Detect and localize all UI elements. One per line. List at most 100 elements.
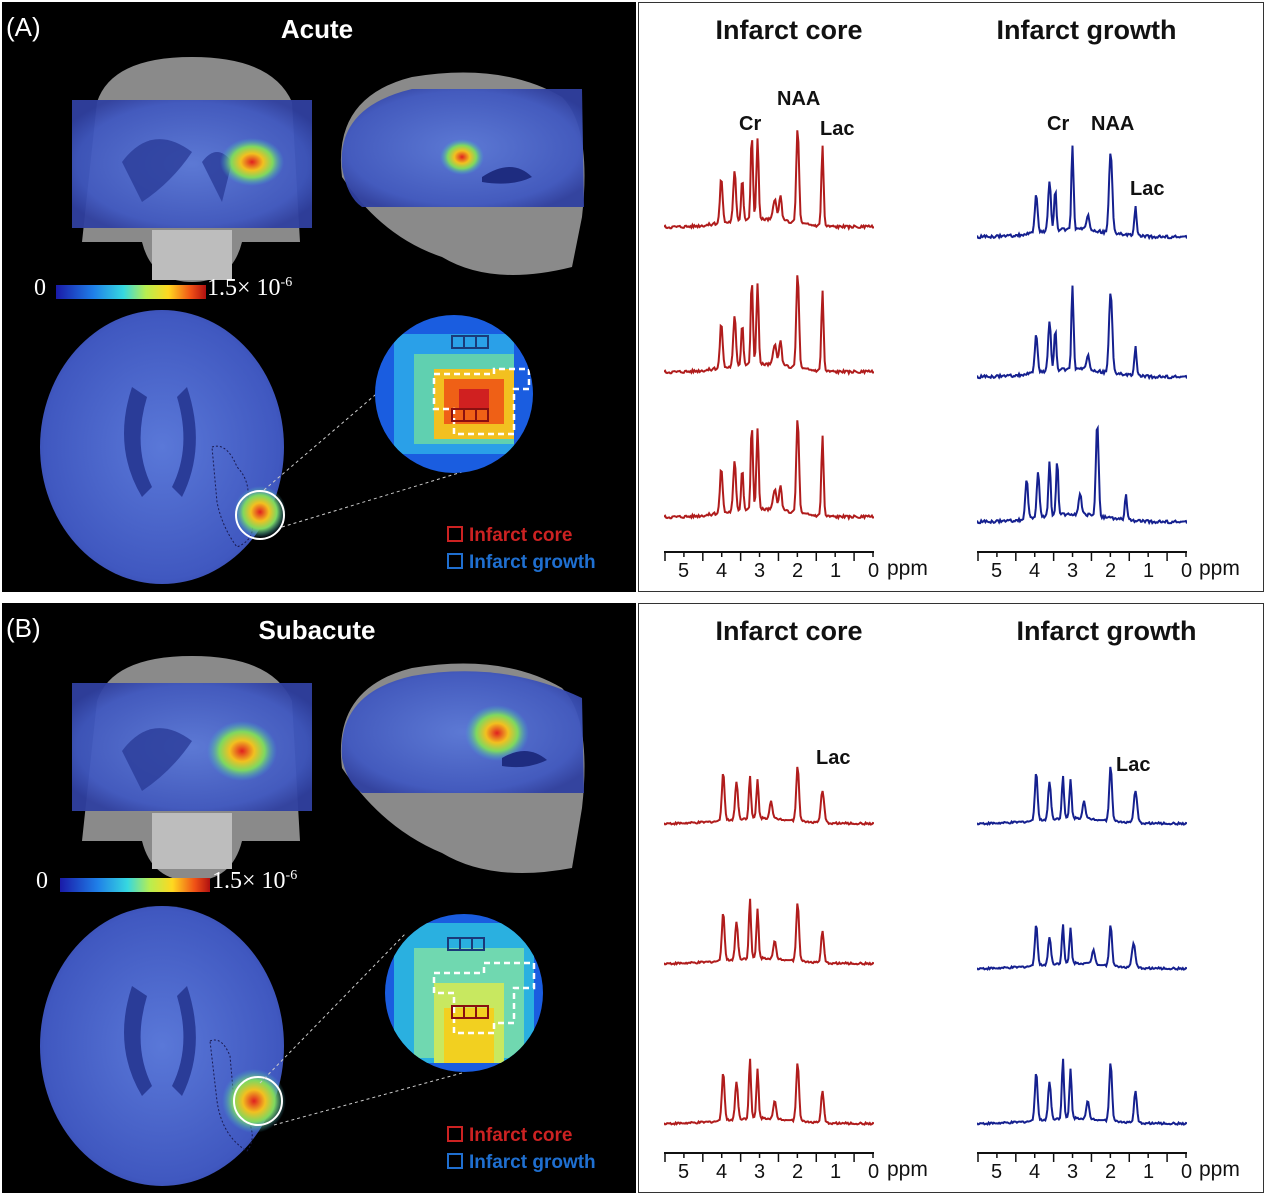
legend-growth-swatch xyxy=(447,553,463,569)
column-title-growth: Infarct growth xyxy=(996,15,1177,45)
ppm-tick-label: 5 xyxy=(678,560,690,582)
spectrum-core-2 xyxy=(664,898,874,966)
ppm-unit-label: ppm xyxy=(887,557,928,580)
coronal-slice-image xyxy=(72,57,312,282)
ppm-tick-label: 2 xyxy=(1105,560,1117,582)
peak-label-lac: Lac xyxy=(820,118,855,140)
spectrum-trace xyxy=(664,898,874,966)
spectrum-growth-2 xyxy=(977,924,1187,971)
panel-label: (B) xyxy=(6,613,41,643)
column-title-core: Infarct core xyxy=(715,616,863,646)
coronal-slice-image xyxy=(72,656,312,881)
spectrum-growth-2 xyxy=(977,285,1187,381)
colorbar xyxy=(60,878,210,892)
spectrum-trace xyxy=(664,275,874,376)
ppm-tick-label: 1 xyxy=(1143,1161,1155,1183)
column-title-core: Infarct core xyxy=(715,15,863,45)
axial-slice-image xyxy=(40,310,286,584)
colorbar-max-label: 1.5× 10-6 xyxy=(212,868,298,894)
ppm-axis-growth xyxy=(977,1152,1187,1162)
ppm-tick-label: 3 xyxy=(1067,560,1079,582)
spectrum-growth-1 xyxy=(977,145,1187,241)
zoom-connector-lines xyxy=(263,371,463,528)
ppm-tick-label: 5 xyxy=(991,1161,1003,1183)
spectrum-growth-3 xyxy=(977,1058,1187,1126)
spectrum-trace xyxy=(977,145,1187,241)
image-panel-subacute: (B) Subacute 0 1.5× 10-6 xyxy=(2,603,636,1193)
panel-acute: (A) Acute 0 1.5× 10-6 xyxy=(2,2,1264,592)
zoomed-roi-image xyxy=(375,315,533,473)
spectrum-trace xyxy=(664,130,874,231)
ppm-tick-label: 0 xyxy=(868,560,880,582)
ppm-tick-label: 1 xyxy=(830,560,842,582)
spectra-panel-subacute: Infarct core Infarct growth Lac Lac ppm … xyxy=(638,603,1264,1193)
ppm-tick-label: 1 xyxy=(1143,560,1155,582)
ppm-tick-label: 4 xyxy=(1029,560,1041,582)
zoomed-roi-image xyxy=(385,914,543,1072)
spectrum-trace xyxy=(664,1058,874,1126)
peak-label-naa: NAA xyxy=(1091,113,1135,135)
panel-label: (A) xyxy=(6,12,41,42)
column-title-growth: Infarct growth xyxy=(1016,616,1197,646)
legend-core-swatch xyxy=(447,1126,463,1142)
ppm-tick-label: 0 xyxy=(868,1161,880,1183)
panel-subacute: (B) Subacute 0 1.5× 10-6 xyxy=(2,603,1264,1193)
colorbar-min-label: 0 xyxy=(34,275,46,301)
legend-growth: Infarct growth xyxy=(447,552,596,574)
peak-label-naa: NAA xyxy=(777,88,821,110)
spectra-panel-acute: Infarct core Infarct growth Cr NAA Lac C… xyxy=(638,2,1264,592)
ppm-tick-label: 2 xyxy=(792,1161,804,1183)
legend-core: Infarct core xyxy=(447,1125,572,1147)
spectrum-trace xyxy=(977,924,1187,971)
ppm-tick-label: 4 xyxy=(1029,1161,1041,1183)
legend-core-swatch xyxy=(447,526,463,542)
legend-growth: Infarct growth xyxy=(447,1152,596,1174)
spectrum-growth-1 xyxy=(977,766,1187,826)
spectrum-trace xyxy=(977,1058,1187,1126)
spectrum-growth-3 xyxy=(977,424,1187,526)
sagittal-slice-image xyxy=(340,72,585,275)
peak-label-lac: Lac xyxy=(1130,178,1165,200)
ppm-tick-label: 3 xyxy=(1067,1161,1079,1183)
phase-title: Subacute xyxy=(258,615,376,645)
spectrum-core-3 xyxy=(664,1058,874,1126)
spectrum-trace xyxy=(664,420,874,521)
spectrum-trace xyxy=(977,766,1187,826)
ppm-axis-core xyxy=(664,551,874,561)
peak-label-cr: Cr xyxy=(739,113,762,135)
ppm-tick-label: 2 xyxy=(1105,1161,1117,1183)
spectrum-core-1 xyxy=(664,130,874,231)
peak-label-lac: Lac xyxy=(816,747,851,769)
colorbar-exponent: -6 xyxy=(285,868,298,883)
ppm-tick-label: 3 xyxy=(754,560,766,582)
ppm-unit-label: ppm xyxy=(887,1158,928,1181)
ppm-tick-label: 5 xyxy=(678,1161,690,1183)
ppm-tick-label: 0 xyxy=(1181,1161,1193,1183)
ppm-axis-core xyxy=(664,1152,874,1162)
ppm-unit-label: ppm xyxy=(1199,1158,1240,1181)
peak-label-lac: Lac xyxy=(1116,754,1151,776)
phase-title: Acute xyxy=(280,14,354,44)
legend-core: Infarct core xyxy=(447,525,572,547)
colorbar-min-label: 0 xyxy=(36,868,48,894)
spectrum-trace xyxy=(977,424,1187,526)
ppm-tick-label: 1 xyxy=(830,1161,842,1183)
colorbar xyxy=(56,285,206,299)
image-panel-acute: (A) Acute 0 1.5× 10-6 xyxy=(2,2,636,592)
ppm-tick-label: 4 xyxy=(716,1161,728,1183)
ppm-tick-label: 4 xyxy=(716,560,728,582)
ppm-axis-growth xyxy=(977,551,1187,561)
ppm-tick-label: 0 xyxy=(1181,560,1193,582)
spectrum-core-3 xyxy=(664,420,874,521)
colorbar-max-label: 1.5× 10-6 xyxy=(207,275,293,301)
ppm-tick-label: 2 xyxy=(792,560,804,582)
axial-slice-image xyxy=(40,906,286,1186)
spectrum-core-2 xyxy=(664,275,874,376)
peak-label-cr: Cr xyxy=(1047,113,1070,135)
colorbar-exponent: -6 xyxy=(280,275,293,290)
sagittal-slice-image xyxy=(340,663,585,873)
ppm-unit-label: ppm xyxy=(1199,557,1240,580)
zoom-connector-lines xyxy=(259,932,463,1126)
legend-growth-swatch xyxy=(447,1153,463,1169)
spectrum-core-1 xyxy=(664,766,874,826)
